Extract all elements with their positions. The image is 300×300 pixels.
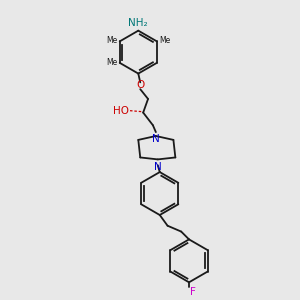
- Text: O: O: [136, 80, 144, 90]
- Text: N: N: [154, 162, 162, 172]
- Text: Me: Me: [106, 36, 118, 45]
- Text: Me: Me: [159, 36, 170, 45]
- Text: HO: HO: [112, 106, 128, 116]
- Text: N: N: [152, 134, 160, 144]
- Text: F: F: [190, 287, 196, 297]
- Text: NH₂: NH₂: [128, 18, 148, 28]
- Text: Me: Me: [106, 58, 118, 67]
